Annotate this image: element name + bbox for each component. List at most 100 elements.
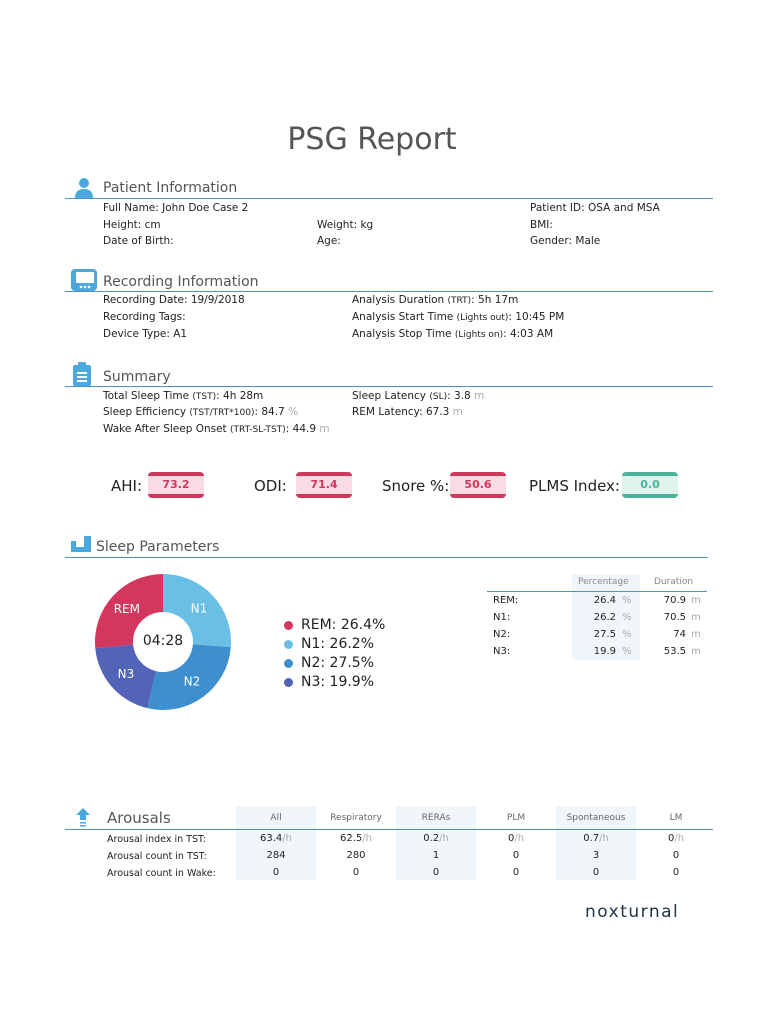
person-icon	[75, 178, 93, 198]
percent-unit: %	[622, 646, 632, 657]
donut-slice-n1	[163, 574, 232, 648]
legend-label: N2: 27.5%	[301, 655, 375, 671]
sleep-stage-donut: N1 N2 N3 REM	[95, 574, 232, 710]
divider	[65, 557, 708, 558]
arousal-column-header: PLM	[506, 813, 526, 823]
value: 0	[592, 867, 600, 878]
arousal-column-header: LM	[669, 813, 683, 823]
height: Height: cm	[103, 219, 161, 231]
minute-unit: m	[691, 595, 701, 606]
ahi-badge: 73.2	[148, 472, 204, 498]
arousal-row-label: Arousal count in TST:	[107, 851, 207, 862]
patient-id: Patient ID: OSA and MSA	[530, 202, 660, 214]
column-shade	[396, 806, 476, 880]
donut-slice-n3	[95, 644, 157, 709]
percent-unit: %	[622, 612, 632, 623]
arousal-value: 0.2/h	[396, 833, 476, 844]
unit: /h	[674, 833, 685, 844]
stage-name: N1:	[493, 612, 511, 623]
divider	[65, 198, 713, 199]
arousal-value: 0	[396, 867, 476, 878]
divider	[65, 829, 713, 830]
odi-badge: 71.4	[296, 472, 352, 498]
legend-item: REM: 26.4%	[284, 617, 385, 633]
value: 0	[352, 867, 360, 878]
recording-tags: Recording Tags:	[103, 311, 186, 323]
snore-label: Snore %:	[382, 477, 450, 495]
analysis-duration: Analysis Duration (TRT): 5h 17m	[352, 294, 519, 306]
legend-item: N3: 19.9%	[284, 674, 374, 690]
rem-latency: REM Latency: 67.3 m	[352, 406, 463, 418]
minute-unit: m	[691, 612, 701, 623]
value: 284	[266, 850, 286, 861]
percentage-header: Percentage	[578, 577, 629, 587]
arousal-value: 62.5/h	[316, 833, 396, 844]
donut-slice-label: N3	[118, 667, 135, 681]
value: 0	[512, 867, 520, 878]
age: Age:	[317, 235, 341, 247]
value: 0	[667, 833, 675, 844]
sleep-parameters-title: Sleep Parameters	[96, 539, 220, 555]
arousal-column-header: Respiratory	[330, 813, 382, 823]
stage-duration: 70.5	[663, 612, 686, 623]
value: 63.4	[260, 833, 283, 844]
total-sleep-time: Total Sleep Time (TST): 4h 28m	[103, 390, 264, 402]
clipboard-icon	[73, 362, 91, 386]
report-title: PSG Report	[287, 122, 457, 157]
arousal-value: 0/h	[476, 833, 556, 844]
value: 0	[507, 833, 515, 844]
divider	[65, 386, 713, 387]
patient-section-title: Patient Information	[103, 180, 238, 196]
arousal-value: 284	[236, 850, 316, 861]
unit: /h	[514, 833, 525, 844]
legend-dot	[284, 620, 293, 630]
analysis-stop-time: Analysis Stop Time (Lights on): 4:03 AM	[352, 328, 554, 340]
arousal-value: 0	[636, 867, 716, 878]
bmi: BMI:	[530, 219, 553, 231]
noxturnal-logo: noxturnal	[585, 902, 680, 922]
stage-percentage: 19.9	[593, 646, 616, 657]
arousal-value: 0	[556, 867, 636, 878]
snore-badge: 50.6	[450, 472, 506, 498]
stage-name: REM:	[493, 595, 519, 606]
ahi-label: AHI:	[111, 477, 143, 495]
date-of-birth: Date of Birth:	[103, 235, 174, 247]
legend-dot	[284, 677, 293, 687]
legend-label: N3: 19.9%	[301, 674, 375, 690]
stage-duration: 70.9	[663, 595, 686, 606]
donut-slice-rem	[95, 574, 163, 648]
value: 280	[346, 850, 366, 861]
weight: Weight: kg	[317, 219, 374, 231]
value: 0	[512, 850, 520, 861]
donut-center-tst: 04:28	[142, 633, 184, 649]
wake-after-sleep-onset: Wake After Sleep Onset (TRT-SL-TST): 44.…	[103, 423, 330, 435]
recording-section-title: Recording Information	[103, 274, 259, 290]
minute-unit: m	[691, 629, 701, 640]
device-icon	[71, 269, 97, 291]
value: 0	[432, 867, 440, 878]
divider	[487, 591, 707, 592]
device-type: Device Type: A1	[103, 328, 188, 340]
value: 1	[432, 850, 440, 861]
unit: /h	[362, 833, 372, 844]
stage-duration: 74	[673, 629, 686, 640]
minute-unit: m	[691, 646, 701, 657]
summary-section-title: Summary	[103, 369, 171, 385]
donut-slice-label: N1	[191, 602, 208, 616]
percent-unit: %	[622, 595, 632, 606]
legend-label: N1: 26.2%	[301, 636, 375, 652]
arousal-row-label: Arousal index in TST:	[107, 834, 206, 845]
column-shade	[236, 806, 316, 880]
arousal-value: 1	[396, 850, 476, 861]
gender: Gender: Male	[530, 235, 601, 247]
stage-percentage: 27.5	[593, 629, 616, 640]
arousal-column-header: All	[270, 813, 282, 823]
stage-name: N2:	[493, 629, 511, 640]
unit: /h	[282, 833, 292, 844]
plms-badge: 0.0	[622, 472, 678, 498]
stage-duration: 53.5	[663, 646, 686, 657]
donut-slice-n2	[147, 644, 231, 710]
legend-dot	[284, 639, 293, 649]
value: 0	[672, 867, 680, 878]
sleep-latency: Sleep Latency (SL): 3.8 m	[352, 390, 485, 402]
